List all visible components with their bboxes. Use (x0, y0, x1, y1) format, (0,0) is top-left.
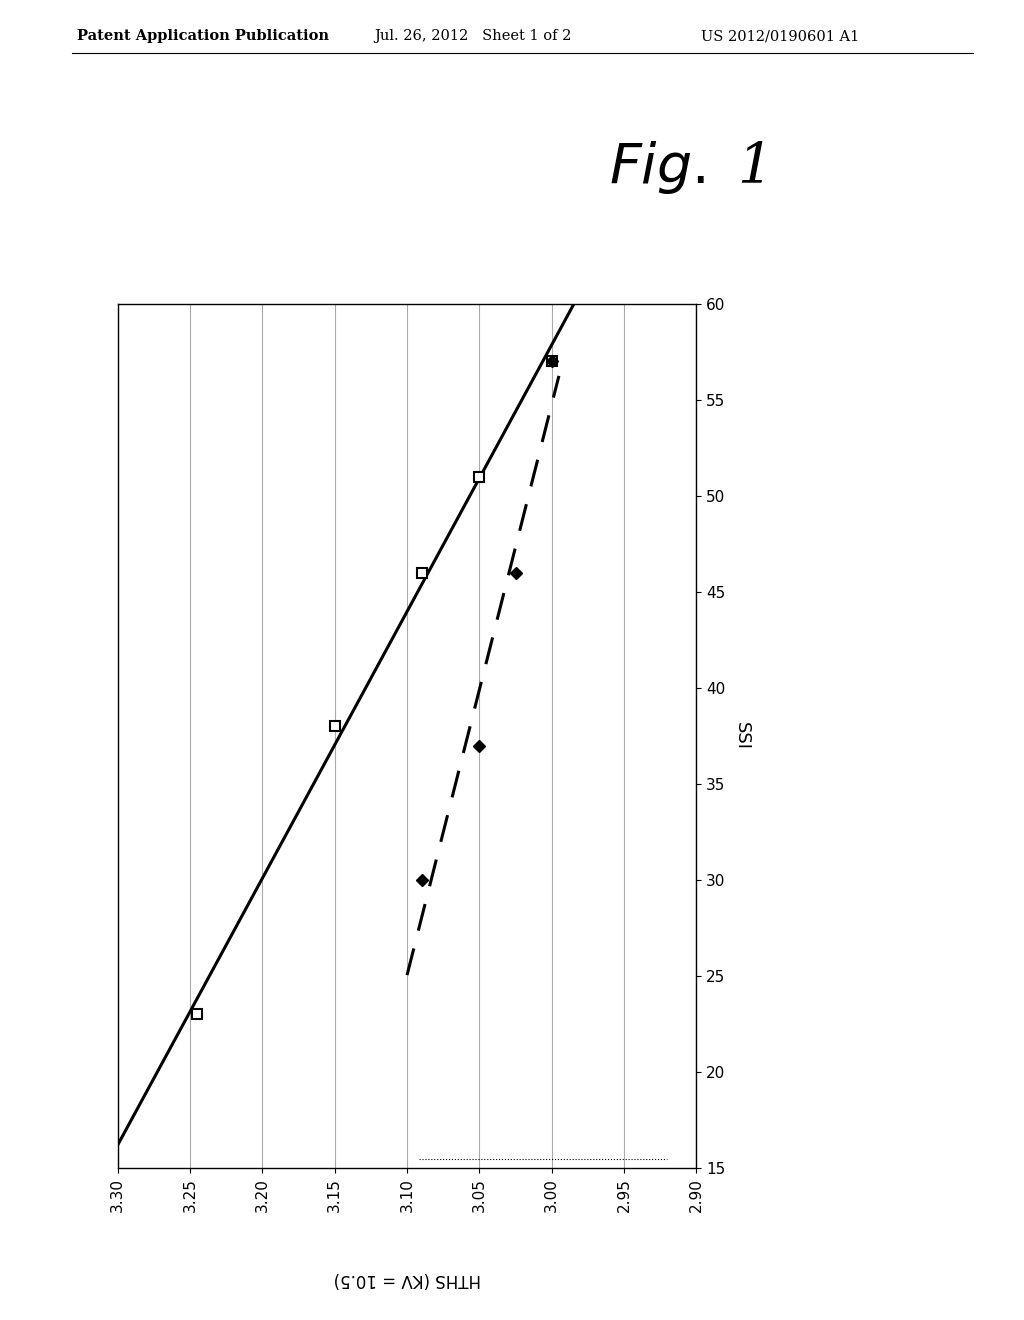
Text: US 2012/0190601 A1: US 2012/0190601 A1 (701, 29, 860, 44)
Text: Patent Application Publication: Patent Application Publication (77, 29, 329, 44)
Text: $\mathit{Fig.}$ 1: $\mathit{Fig.}$ 1 (609, 139, 764, 195)
Text: Jul. 26, 2012   Sheet 1 of 2: Jul. 26, 2012 Sheet 1 of 2 (374, 29, 571, 44)
Y-axis label: SSI: SSI (732, 722, 751, 750)
X-axis label: HTHS (KV = 10.5): HTHS (KV = 10.5) (334, 1270, 480, 1288)
